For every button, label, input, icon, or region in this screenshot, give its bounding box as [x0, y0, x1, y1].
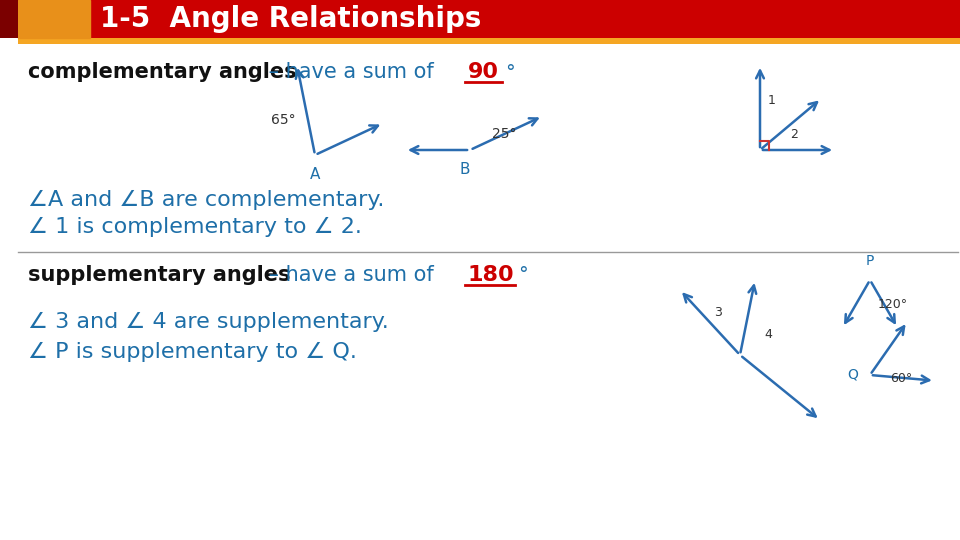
Polygon shape — [18, 0, 90, 38]
Bar — [0, 0, 18, 38]
Text: ∠ 3 and ∠ 4 are supplementary.: ∠ 3 and ∠ 4 are supplementary. — [28, 312, 389, 332]
Text: 120°: 120° — [878, 299, 908, 312]
Text: ∠ P is supplementary to ∠ Q.: ∠ P is supplementary to ∠ Q. — [28, 342, 357, 362]
Text: 180: 180 — [468, 265, 515, 285]
Text: B: B — [460, 162, 470, 177]
Text: – have a sum of: – have a sum of — [262, 62, 441, 82]
Text: – have a sum of: – have a sum of — [262, 265, 441, 285]
Text: 4: 4 — [764, 328, 772, 341]
Text: supplementary angles: supplementary angles — [28, 265, 291, 285]
Bar — [18, 38, 960, 44]
Text: 1: 1 — [768, 93, 776, 106]
Text: complementary angles: complementary angles — [28, 62, 297, 82]
Text: A: A — [310, 167, 321, 182]
Text: P: P — [866, 254, 875, 268]
Text: 60°: 60° — [890, 372, 912, 384]
Text: Q: Q — [847, 368, 858, 382]
Text: ∠ 1 is complementary to ∠ 2.: ∠ 1 is complementary to ∠ 2. — [28, 217, 362, 237]
Text: 2: 2 — [790, 127, 798, 140]
Text: 3: 3 — [714, 307, 722, 320]
Text: 1-5  Angle Relationships: 1-5 Angle Relationships — [100, 5, 481, 33]
Text: 25°: 25° — [492, 127, 516, 141]
Text: ∠A and ∠B are complementary.: ∠A and ∠B are complementary. — [28, 190, 384, 210]
Text: 65°: 65° — [271, 113, 296, 127]
Text: °: ° — [505, 63, 515, 82]
Bar — [0, 0, 960, 38]
Text: 90: 90 — [468, 62, 499, 82]
Text: °: ° — [518, 266, 528, 285]
